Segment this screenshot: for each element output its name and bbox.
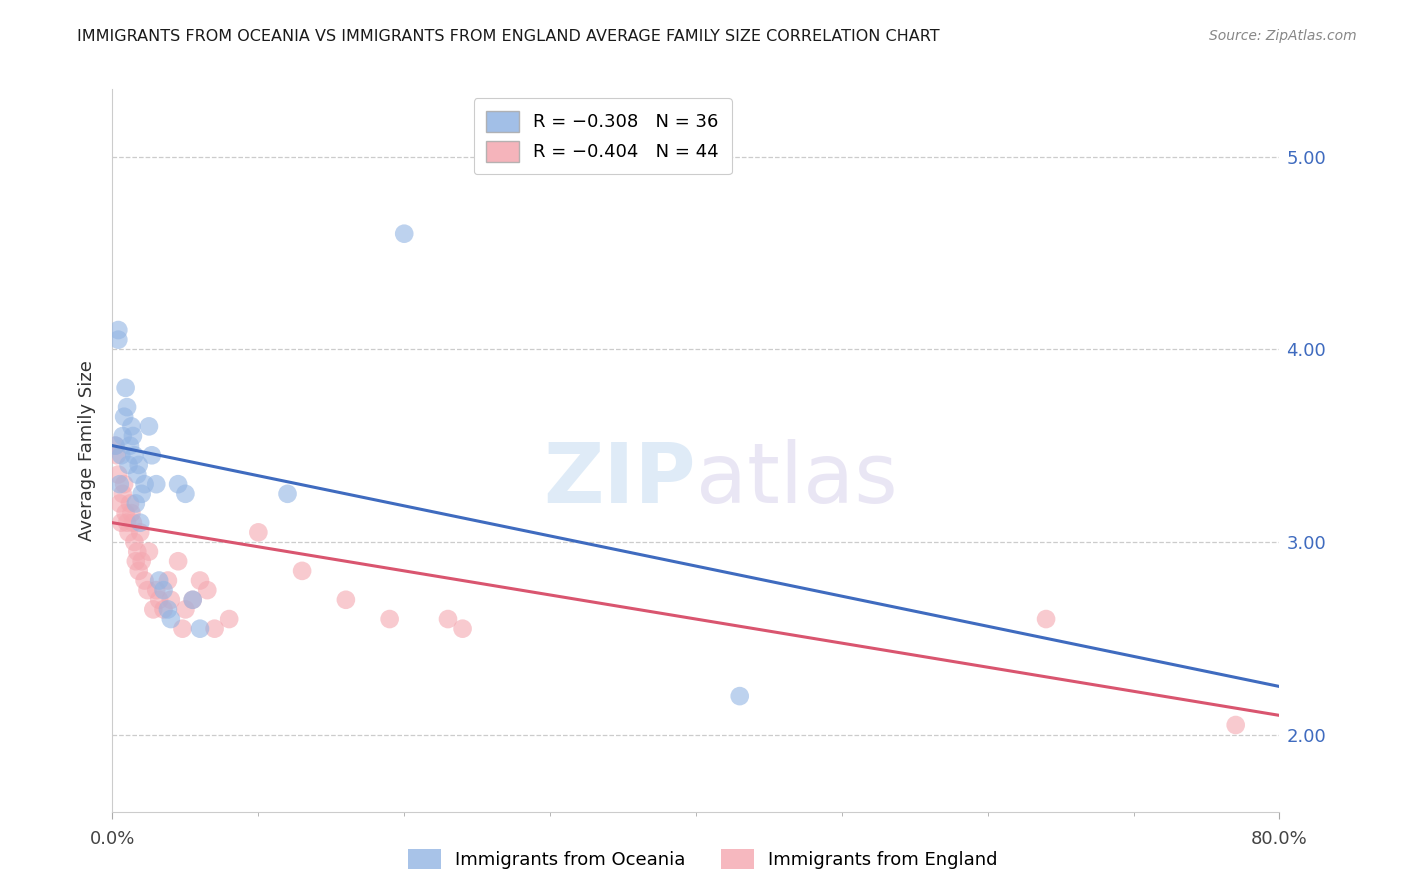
Legend: Immigrants from Oceania, Immigrants from England: Immigrants from Oceania, Immigrants from… <box>399 839 1007 879</box>
Point <box>1035 612 1057 626</box>
Point <box>145 583 167 598</box>
Point <box>188 622 211 636</box>
Y-axis label: Average Family Size: Average Family Size <box>77 360 96 541</box>
Point <box>141 448 163 462</box>
Point <box>120 419 142 434</box>
Point <box>276 487 298 501</box>
Point <box>136 583 159 598</box>
Point <box>148 574 170 588</box>
Point <box>156 602 179 616</box>
Point <box>110 516 132 530</box>
Point <box>127 544 149 558</box>
Point <box>129 516 152 530</box>
Point <box>131 487 153 501</box>
Point <box>112 477 135 491</box>
Point <box>1225 718 1247 732</box>
Point <box>107 467 129 482</box>
Point <box>110 448 132 462</box>
Point <box>115 516 138 530</box>
Point <box>156 574 179 588</box>
Point <box>451 622 474 636</box>
Point <box>125 496 148 510</box>
Point <box>107 323 129 337</box>
Point <box>174 487 197 501</box>
Point <box>104 439 127 453</box>
Point <box>437 612 460 626</box>
Point <box>172 622 194 636</box>
Point <box>152 583 174 598</box>
Point <box>142 602 165 616</box>
Point <box>131 554 153 568</box>
Point <box>124 448 146 462</box>
Point <box>247 525 270 540</box>
Point <box>195 583 218 598</box>
Point <box>138 419 160 434</box>
Point <box>114 506 136 520</box>
Point <box>167 554 190 568</box>
Point <box>107 333 129 347</box>
Point <box>124 535 146 549</box>
Point <box>181 592 204 607</box>
Point <box>128 564 150 578</box>
Point <box>122 429 145 443</box>
Point <box>134 574 156 588</box>
Text: Source: ZipAtlas.com: Source: ZipAtlas.com <box>1209 29 1357 44</box>
Point <box>291 564 314 578</box>
Point <box>160 612 183 626</box>
Text: IMMIGRANTS FROM OCEANIA VS IMMIGRANTS FROM ENGLAND AVERAGE FAMILY SIZE CORRELATI: IMMIGRANTS FROM OCEANIA VS IMMIGRANTS FR… <box>77 29 941 45</box>
Point <box>188 574 211 588</box>
Point <box>394 227 416 241</box>
Point <box>104 439 127 453</box>
Text: ZIP: ZIP <box>544 439 696 520</box>
Point <box>108 477 131 491</box>
Point <box>111 487 134 501</box>
Point <box>122 516 145 530</box>
Point <box>145 477 167 491</box>
Point <box>728 689 751 703</box>
Text: atlas: atlas <box>696 439 897 520</box>
Point <box>115 400 138 414</box>
Point <box>117 458 139 472</box>
Point <box>108 496 131 510</box>
Point <box>378 612 401 626</box>
Point <box>167 477 190 491</box>
Point <box>204 622 226 636</box>
Point <box>117 525 139 540</box>
Point <box>152 602 174 616</box>
Point <box>111 429 134 443</box>
Point <box>134 477 156 491</box>
Point <box>129 525 152 540</box>
Point <box>127 467 149 482</box>
Point <box>181 592 204 607</box>
Point <box>125 554 148 568</box>
Point <box>128 458 150 472</box>
Point <box>105 448 128 462</box>
Point <box>138 544 160 558</box>
Point <box>160 592 183 607</box>
Point <box>112 409 135 424</box>
Point <box>114 381 136 395</box>
Point <box>118 496 141 510</box>
Point <box>120 506 142 520</box>
Point <box>118 439 141 453</box>
Legend: R = −0.308   N = 36, R = −0.404   N = 44: R = −0.308 N = 36, R = −0.404 N = 44 <box>474 98 731 174</box>
Point <box>148 592 170 607</box>
Point <box>218 612 240 626</box>
Point <box>335 592 357 607</box>
Point <box>174 602 197 616</box>
